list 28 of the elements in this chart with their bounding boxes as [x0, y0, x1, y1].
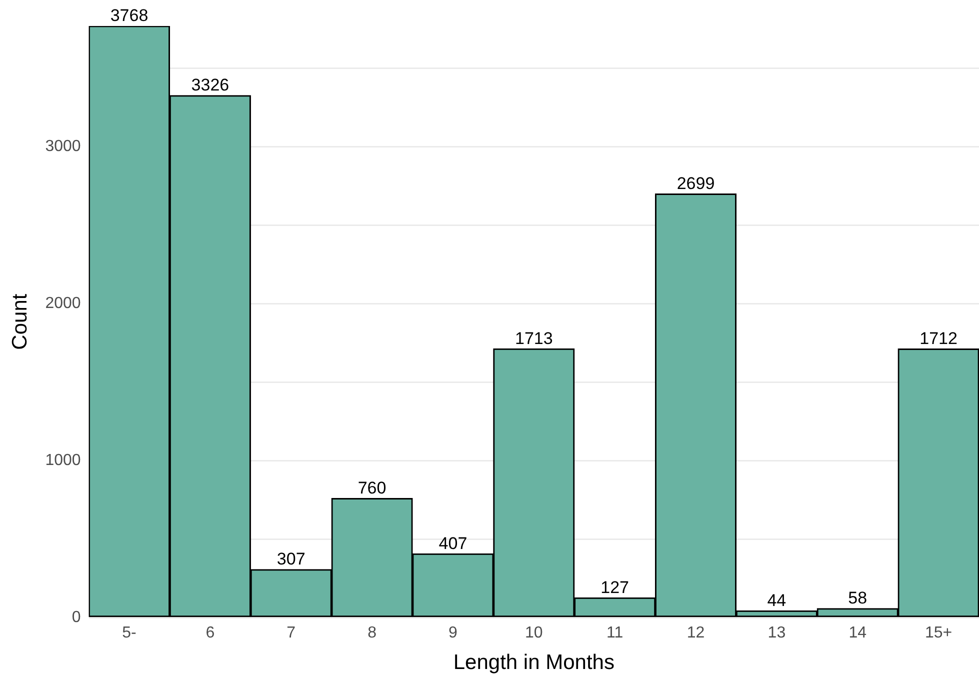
data-label: 127: [600, 578, 630, 597]
x-tick-label: 12: [686, 624, 705, 642]
y-axis-title: Count: [8, 294, 32, 350]
data-label: 3326: [191, 76, 230, 95]
x-tick-label: 11: [606, 624, 624, 642]
data-label: 58: [848, 588, 868, 608]
x-tick-label: 8: [368, 624, 377, 642]
data-label: 1713: [514, 328, 553, 348]
x-tick-label: 7: [286, 624, 296, 642]
data-label: 307: [276, 550, 306, 569]
x-tick-label: 6: [206, 624, 215, 642]
data-label: 407: [438, 534, 468, 553]
x-tick-label: 13: [768, 624, 786, 642]
data-label: 44: [767, 590, 786, 610]
data-label: 1712: [920, 328, 958, 348]
y-tick-label: 1000: [45, 452, 81, 469]
y-tick-label: 0: [72, 609, 81, 626]
data-label: 3768: [110, 6, 148, 26]
x-tick-label: 5-: [122, 624, 136, 642]
x-tick-label: 14: [848, 624, 867, 642]
x-tick-label: 9: [448, 624, 458, 642]
data-label: 2699: [676, 174, 715, 194]
x-tick-label: 15+: [924, 624, 952, 642]
y-tick-label: 3000: [45, 138, 81, 155]
data-label: 760: [358, 478, 386, 498]
y-tick-label: 2000: [45, 294, 81, 312]
x-axis-title: Length in Months: [453, 651, 614, 674]
x-tick-label: 10: [525, 624, 543, 642]
